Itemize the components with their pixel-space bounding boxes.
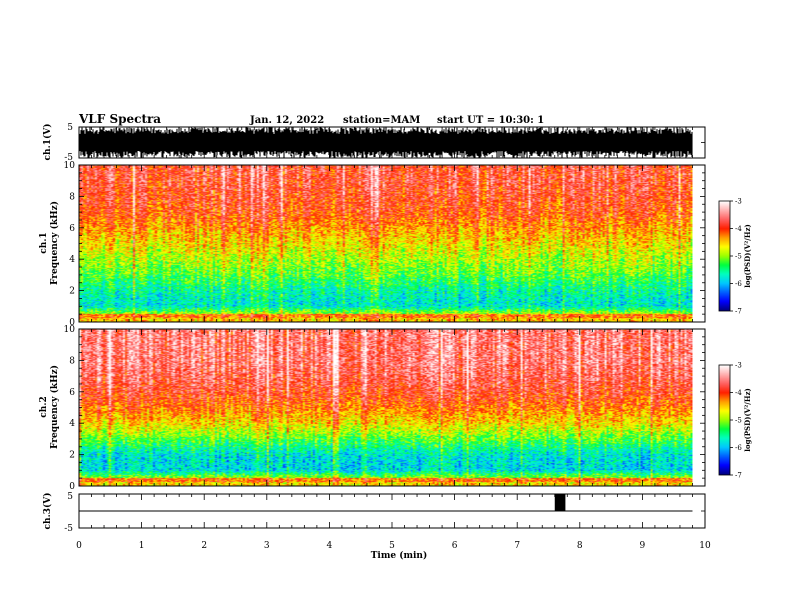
time-tick-label: 1: [139, 541, 145, 551]
time-tick-label: 8: [577, 541, 583, 551]
ch1-waveform-panel: 5 -5 ch.1(V): [42, 123, 706, 163]
time-tick-label: 3: [264, 541, 270, 551]
ch2-channel-label: ch.2: [39, 396, 49, 417]
time-tick-label: 5: [389, 541, 395, 551]
time-tick-label: 10: [699, 541, 711, 551]
station-label: station=MAM: [343, 115, 420, 126]
frequency-tick-label: 0: [69, 482, 75, 492]
frequency-tick-label: 6: [69, 224, 75, 234]
figure-title: VLF Spectra: [78, 112, 161, 126]
ch2-colorbar-label: log(PSD)(V²/Hz): [743, 388, 752, 452]
time-tick-label: 7: [514, 541, 520, 551]
frequency-tick-label: 2: [69, 451, 75, 461]
ch2-spectrogram-ticks: [78, 328, 706, 487]
ch3-ytick-top: 5: [67, 492, 73, 502]
colorbar-tick-label: -6: [735, 280, 742, 288]
frequency-tick-label: 10: [64, 325, 76, 335]
ch3-ytick-bottom: -5: [64, 524, 73, 534]
colorbar-tick-label: -4: [735, 389, 742, 397]
start-time-label: start UT = 10:30: 1: [437, 115, 544, 126]
ch1-colorbar-label: log(PSD)(V²/Hz): [743, 224, 752, 288]
frequency-tick-label: 8: [69, 356, 75, 366]
frequency-tick-label: 2: [69, 287, 75, 297]
ch1-spectrogram-ticks: [78, 164, 706, 323]
frequency-tick-label: 10: [64, 161, 76, 171]
ch3-pulse: [554, 494, 566, 511]
ch1-waveform-trace: [79, 127, 693, 158]
ch1-waveform-core: [79, 137, 693, 148]
colorbar-tick-label: -5: [735, 417, 742, 425]
ch2-frequency-ticklabels: 0 2 4 6 8 10: [64, 325, 76, 492]
colorbar-tick-label: -3: [735, 198, 742, 206]
ch1-frequency-axis-label: Frequency (kHz): [49, 201, 60, 285]
ch1-spectrogram-image: [79, 165, 693, 322]
ch1-ytick-bottom: -5: [64, 153, 73, 163]
time-axis-label: Time (min): [371, 550, 428, 561]
ch3-ticks: [78, 493, 706, 529]
ch3-ylabel: ch.3(V): [42, 493, 53, 530]
ch1-waveform-ylabel: ch.1(V): [42, 124, 53, 161]
time-tick-label: 6: [452, 541, 458, 551]
ch3-panel: 5 -5 ch.3(V): [42, 492, 706, 534]
time-tick-label: 2: [201, 541, 207, 551]
ch1-colorbar: [719, 201, 730, 311]
colorbar-tick-label: -3: [735, 362, 742, 370]
time-tick-label: 4: [327, 541, 333, 551]
colorbar-tick-label: -5: [735, 253, 742, 261]
colorbar-tick-label: -7: [735, 472, 742, 480]
frequency-tick-label: 0: [69, 318, 75, 328]
ch1-channel-label: ch.1: [39, 232, 49, 253]
frequency-tick-label: 4: [69, 255, 75, 265]
ch2-frequency-axis-label: Frequency (kHz): [49, 365, 60, 449]
frequency-tick-label: 4: [69, 419, 75, 429]
colorbar-tick-label: -6: [735, 444, 742, 452]
ch1-frequency-ticklabels: 0 2 4 6 8 10: [64, 161, 76, 328]
frequency-tick-label: 8: [69, 192, 75, 202]
frequency-tick-label: 6: [69, 388, 75, 398]
time-axis-ticklabels: 0 1 2 3 4 5 6 7 8 9 10: [76, 541, 711, 551]
colorbar-tick-label: -4: [735, 225, 742, 233]
ch1-colorbar-ticks: -3 -4 -5 -6 -7: [730, 198, 742, 316]
ch3-trace: [79, 494, 693, 512]
ch2-colorbar: [719, 365, 730, 475]
ch1-waveform-ticks: [78, 126, 706, 159]
date-label: Jan. 12, 2022: [249, 115, 324, 126]
time-tick-label: 9: [640, 541, 646, 551]
ch2-spectrogram-image: [79, 329, 693, 486]
ch2-colorbar-ticks: -3 -4 -5 -6 -7: [730, 362, 742, 480]
ch1-ytick-top: 5: [67, 123, 73, 133]
time-tick-label: 0: [76, 541, 82, 551]
colorbar-tick-label: -7: [735, 308, 742, 316]
